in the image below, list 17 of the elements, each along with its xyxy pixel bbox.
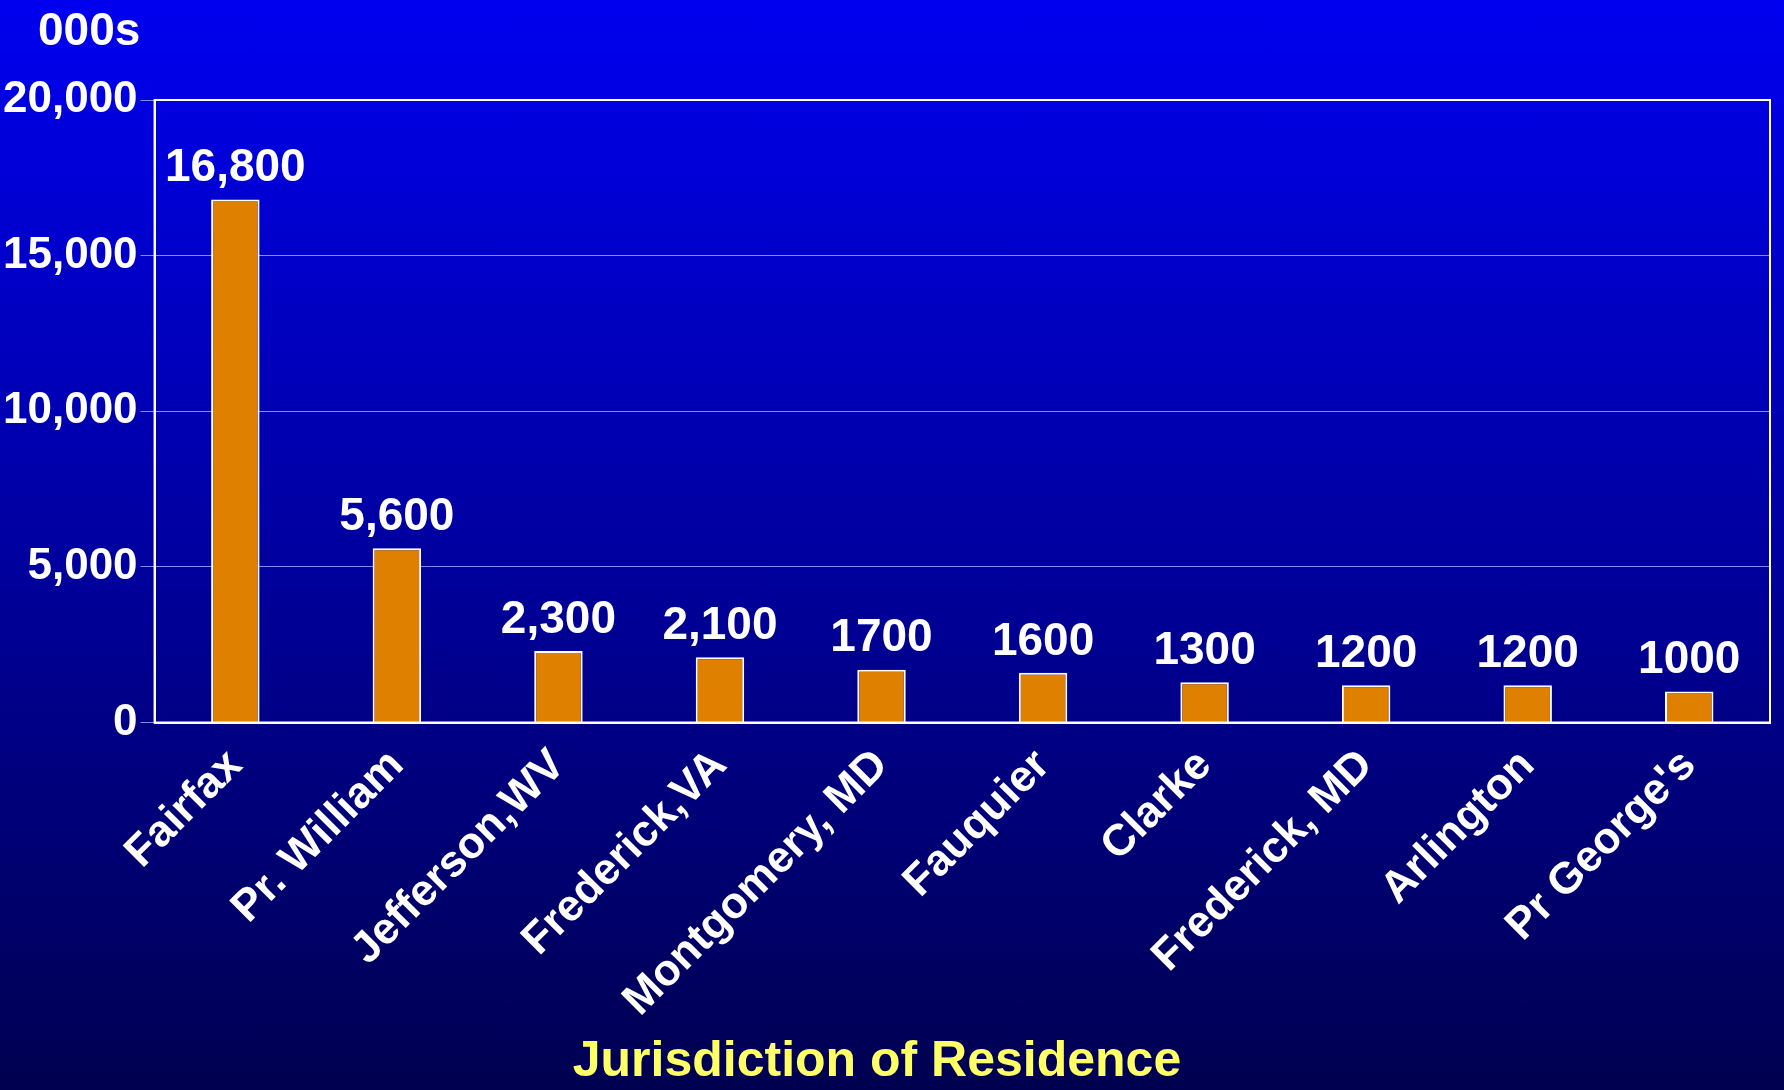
x-axis-title: Jurisdiction of Residence <box>571 1030 1183 1088</box>
data-label: 1600 <box>991 612 1095 665</box>
y-tick-label: 20,000 <box>3 72 138 122</box>
data-label: 16,800 <box>165 139 306 192</box>
data-label: 1700 <box>830 609 933 662</box>
y-tick-label: 10,000 <box>3 383 138 433</box>
y-tick-label: 0 <box>113 694 138 744</box>
y-tick-label: 5,000 <box>27 539 138 589</box>
y-tick-label: 15,000 <box>3 227 138 277</box>
data-label: 5,600 <box>339 487 455 540</box>
data-label: 1300 <box>1153 621 1256 674</box>
y-axis-title: 000s <box>38 2 141 56</box>
data-label: 2,100 <box>662 596 778 649</box>
data-label: 2,300 <box>500 590 616 643</box>
data-label: 1000 <box>1638 631 1741 684</box>
data-label: 1200 <box>1476 624 1579 677</box>
data-label: 1200 <box>1314 624 1418 677</box>
